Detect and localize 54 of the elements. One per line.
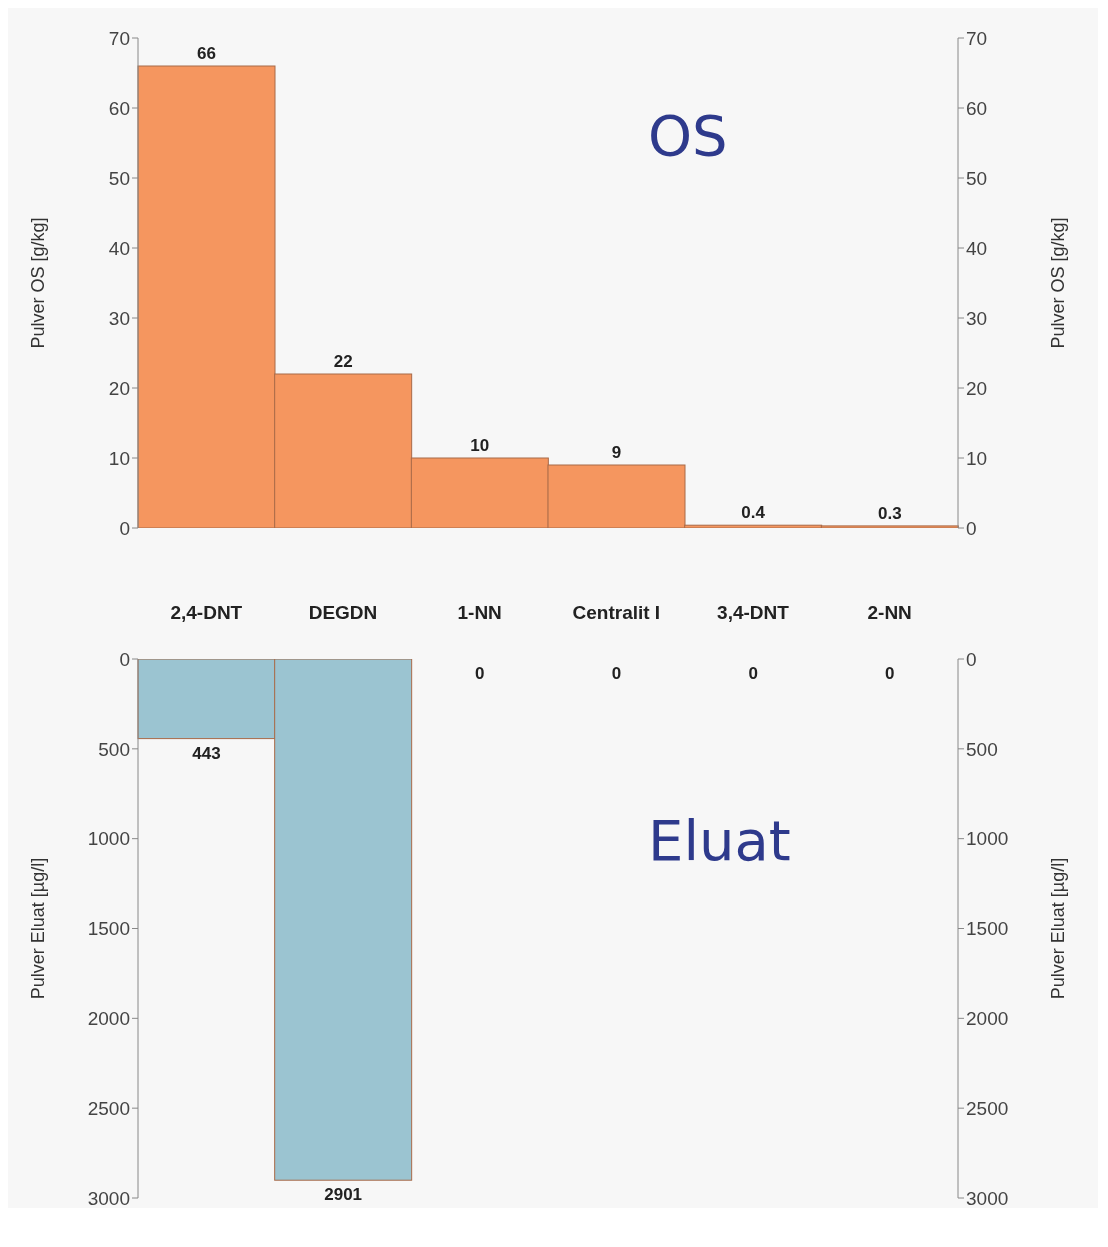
x-tick-label: 3,4-DNT bbox=[717, 602, 790, 624]
y-tick-label: 1500 bbox=[87, 918, 130, 940]
data-label: 22 bbox=[333, 352, 353, 371]
y-tick-label: 40 bbox=[108, 237, 130, 259]
annotation: Eluat bbox=[648, 808, 791, 873]
y2-tick-label: 60 bbox=[966, 97, 988, 119]
y-axis-title: Pulver Eluat [µg/l] bbox=[28, 857, 49, 1000]
y2-tick-label: 2000 bbox=[966, 1008, 1009, 1030]
x-tick-label: 2,4-DNT bbox=[170, 602, 243, 624]
x-tick-label: 1-NN bbox=[457, 602, 502, 624]
y-tick-label: 3000 bbox=[87, 1187, 130, 1209]
y2-tick-label: 1500 bbox=[966, 918, 1009, 940]
data-label: 0 bbox=[475, 664, 485, 683]
y-tick-label: 10 bbox=[108, 447, 130, 469]
y-tick-label: 60 bbox=[108, 97, 130, 119]
data-label: 2901 bbox=[324, 1185, 363, 1205]
data-label: 0 bbox=[611, 664, 622, 683]
x-tick-label: Centralit I bbox=[572, 602, 661, 624]
y2-tick-label: 10 bbox=[966, 447, 988, 469]
y2-tick-label: 0 bbox=[966, 648, 977, 670]
x-tick-label: 2-NN bbox=[867, 602, 912, 624]
y2-axis-title: Pulver OS [g/kg] bbox=[1048, 217, 1069, 349]
y-tick-label: 1000 bbox=[87, 828, 130, 850]
y-tick-label: 30 bbox=[108, 307, 130, 329]
y2-tick-label: 500 bbox=[966, 738, 998, 760]
y2-tick-label: 50 bbox=[966, 167, 988, 189]
data-label: 0 bbox=[748, 664, 758, 683]
y-tick-label: 0 bbox=[119, 517, 130, 539]
y2-tick-label: 0 bbox=[966, 517, 977, 539]
y-axis-title: Pulver OS [g/kg] bbox=[28, 217, 49, 349]
data-label: 0 bbox=[885, 664, 895, 683]
y2-tick-label: 1000 bbox=[966, 828, 1009, 850]
y2-tick-label: 30 bbox=[966, 307, 988, 329]
y-tick-label: 20 bbox=[108, 377, 130, 399]
y-tick-label: 70 bbox=[108, 27, 130, 49]
data-label: 0.4 bbox=[741, 503, 766, 523]
x-tick-label: DEGDN bbox=[308, 602, 378, 624]
y-tick-label: 2000 bbox=[87, 1008, 130, 1030]
y2-tick-label: 20 bbox=[966, 377, 988, 399]
data-label: 0.3 bbox=[878, 503, 902, 523]
data-label: 66 bbox=[197, 44, 216, 63]
y-tick-label: 0 bbox=[119, 648, 130, 670]
y2-tick-label: 70 bbox=[966, 27, 988, 49]
y-tick-label: 50 bbox=[108, 167, 130, 189]
annotation: OS bbox=[648, 103, 728, 168]
y2-tick-label: 2500 bbox=[966, 1097, 1009, 1119]
data-label: 10 bbox=[470, 436, 490, 455]
y-tick-label: 2500 bbox=[87, 1097, 130, 1119]
data-label: 9 bbox=[611, 443, 622, 462]
y2-tick-label: 3000 bbox=[966, 1187, 1009, 1209]
y2-tick-label: 40 bbox=[966, 237, 988, 259]
data-label: 443 bbox=[192, 743, 221, 763]
y-tick-label: 500 bbox=[98, 738, 130, 760]
y2-axis-title: Pulver Eluat [µg/l] bbox=[1048, 857, 1069, 1000]
